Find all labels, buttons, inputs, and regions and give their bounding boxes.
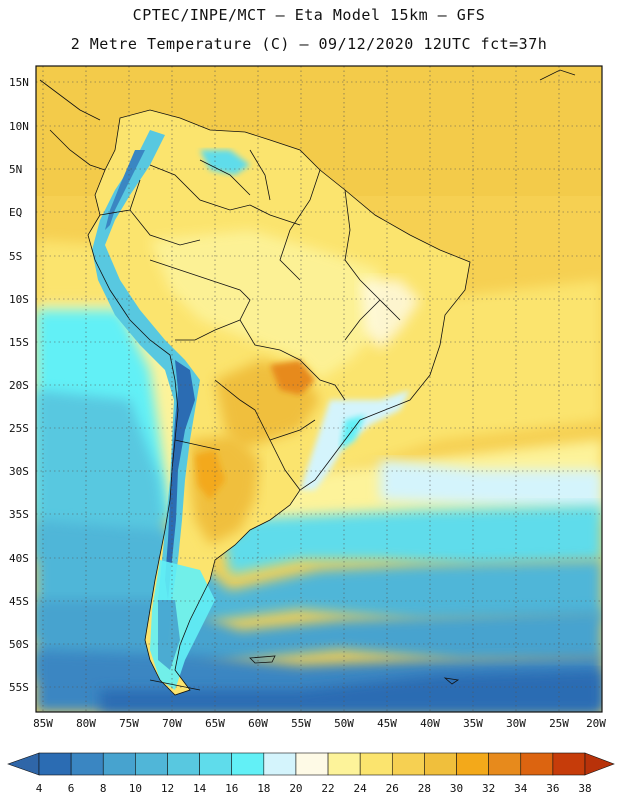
lat-label: 20S	[9, 379, 29, 392]
lon-label: 40W	[420, 717, 440, 730]
lat-label: 15N	[9, 76, 29, 89]
lat-label: 40S	[9, 552, 29, 565]
lat-label: 55S	[9, 681, 29, 694]
lat-label: 25S	[9, 422, 29, 435]
colorbar	[7, 752, 615, 776]
colorbar-tick-label: 12	[160, 782, 175, 795]
lat-label: 50S	[9, 638, 29, 651]
lat-label: 30S	[9, 465, 29, 478]
colorbar-cell	[520, 752, 554, 776]
colorbar-tick-label: 26	[385, 782, 399, 795]
colorbar-tick-label: 14	[192, 782, 207, 795]
colorbar-tick-label: 38	[578, 782, 592, 795]
lon-label: 35W	[463, 717, 483, 730]
colorbar-tick-label: 34	[514, 782, 528, 795]
lat-label: 35S	[9, 508, 29, 521]
lon-label: 20W	[586, 717, 606, 730]
lat-label: 5S	[9, 250, 23, 263]
lon-label: 75W	[119, 717, 139, 730]
chart-subtitle: 2 Metre Temperature (C) – 09/12/2020 12U…	[70, 35, 548, 53]
lat-label: 45S	[9, 595, 29, 608]
lat-label: 5N	[9, 163, 23, 176]
colorbar-tick-label: 36	[546, 782, 560, 795]
colorbar-tick-label: 24	[353, 782, 367, 795]
lat-label: 10N	[9, 120, 29, 133]
lon-label: 60W	[248, 717, 268, 730]
colorbar-cell	[488, 752, 522, 776]
colorbar-cell	[231, 752, 265, 776]
colorbar-tick-label: 30	[449, 782, 464, 795]
colorbar-cell	[135, 752, 168, 776]
colorbar-cell	[70, 752, 104, 776]
colorbar-tick-label: 6	[67, 782, 75, 795]
lat-label: 10S	[9, 293, 29, 306]
colorbar-cell	[327, 752, 361, 776]
colorbar-cell	[424, 752, 457, 776]
colorbar-cell	[38, 752, 72, 776]
colorbar-cell	[167, 752, 200, 776]
colorbar-low-arrow	[7, 752, 40, 776]
chart-title: CPTEC/INPE/MCT – Eta Model 15km – GFS	[132, 6, 486, 24]
lat-label: EQ	[9, 206, 23, 219]
colorbar-tick-label: 10	[128, 782, 142, 795]
lon-label: 65W	[205, 717, 225, 730]
country-borders	[39, 79, 471, 696]
temperature-map	[35, 65, 603, 713]
lon-label: 55W	[291, 717, 311, 730]
colorbar-tick-label: 28	[417, 782, 432, 795]
lon-label: 25W	[549, 717, 569, 730]
colorbar-cell	[359, 752, 393, 776]
lon-label: 80W	[76, 717, 96, 730]
temperature-field	[36, 66, 602, 712]
colorbar-cell	[456, 752, 489, 776]
lon-label: 50W	[334, 717, 354, 730]
lat-label: 15S	[9, 336, 29, 349]
lon-label: 30W	[506, 717, 526, 730]
lon-label: 70W	[162, 717, 182, 730]
lon-label: 85W	[33, 717, 53, 730]
lon-label: 45W	[377, 717, 397, 730]
colorbar-cell	[263, 752, 297, 776]
colorbar-cell	[552, 752, 586, 776]
colorbar-cell	[295, 752, 329, 776]
map-frame	[35, 65, 603, 713]
colorbar-cell	[102, 752, 136, 776]
colorbar-cell	[391, 752, 425, 776]
colorbar-tick-label: 22	[321, 782, 335, 795]
colorbar-tick-label: 20	[289, 782, 303, 795]
colorbar-high-arrow	[584, 752, 615, 776]
colorbar-tick-label: 18	[257, 782, 271, 795]
colorbar-tick-label: 32	[482, 782, 496, 795]
colorbar-tick-label: 4	[35, 782, 43, 795]
colorbar-cell	[199, 752, 233, 776]
colorbar-tick-label: 16	[225, 782, 239, 795]
colorbar-tick-label: 8	[99, 782, 107, 795]
